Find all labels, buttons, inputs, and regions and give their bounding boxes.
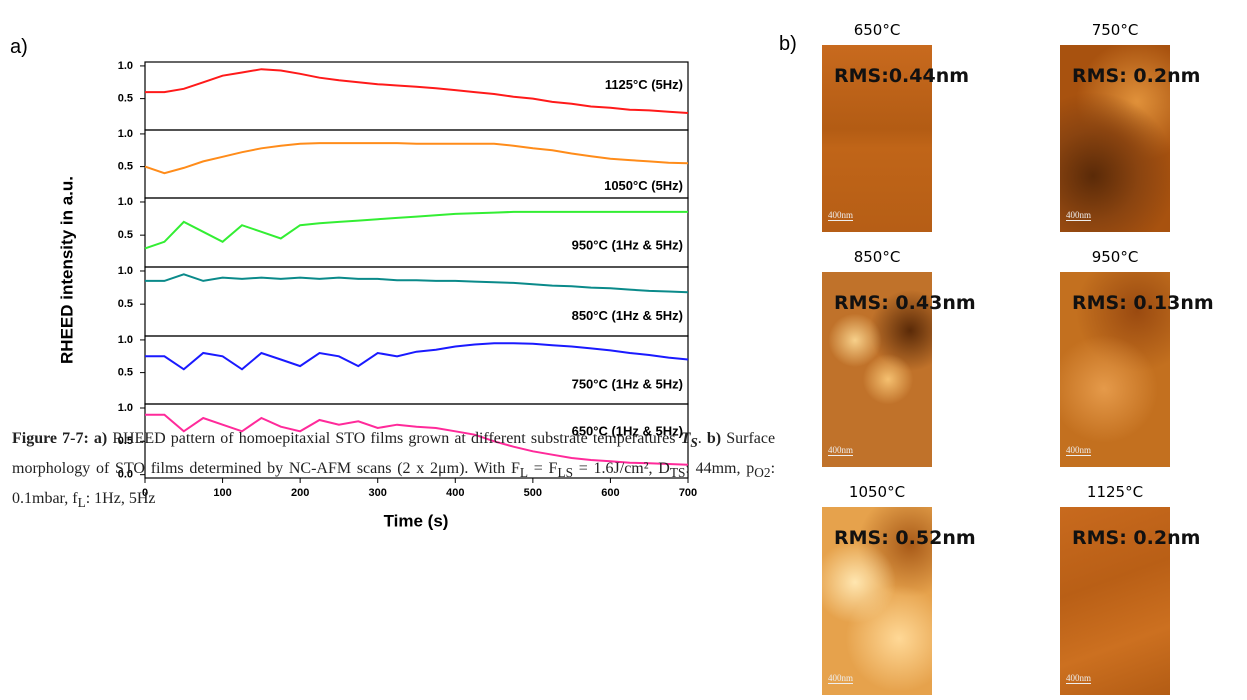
- panel-frame: [144, 335, 689, 405]
- caption-text: : 0.1mbar, f: [12, 460, 776, 508]
- temperature-label: 750°C: [1091, 21, 1139, 39]
- x-tick-label: 200: [291, 487, 309, 499]
- temperature-label: 1125°C: [1086, 483, 1144, 501]
- y-tick-label: 0.5: [118, 161, 133, 173]
- temperature-label: 650°C: [853, 21, 901, 39]
- scale-bar: 400nm: [1066, 210, 1092, 221]
- y-tick-label: 0.0: [118, 469, 133, 481]
- x-tick-label: 500: [524, 487, 542, 499]
- y-tick-label: 0.5: [118, 229, 133, 241]
- caption-text: Surface morphology of STO films determin…: [12, 430, 776, 478]
- x-tick-label: 300: [369, 487, 387, 499]
- annotation: 750°C (1Hz & 5Hz): [572, 376, 683, 391]
- temperature-label: 950°C: [1091, 248, 1139, 266]
- y-tick-label: 1.0: [118, 402, 133, 414]
- caption-text: b): [706, 430, 722, 447]
- y-tick-label: 0.5: [118, 93, 133, 105]
- x-tick-label: 600: [601, 487, 619, 499]
- annotation: 950°C (1Hz & 5Hz): [572, 238, 683, 253]
- panel-frame: [144, 197, 689, 268]
- y-tick-label: 1.0: [118, 196, 133, 208]
- data-line: [145, 273, 689, 294]
- chart: RHEED intensity in a.u. Time (s) 0.5 1.0 1…: [57, 60, 697, 531]
- caption-text: = 1.6J/cm², D: [578, 460, 670, 478]
- caption-text: RHEED pattern of homoepitaxial STO films…: [112, 430, 676, 447]
- y-tick-label: 0.5: [118, 435, 133, 447]
- scale-bar: 400nm: [1066, 445, 1092, 456]
- y-tick-label: 0.5: [118, 367, 133, 379]
- annotation: 1050°C (5Hz): [604, 178, 683, 193]
- temperature-label: 850°C: [853, 248, 901, 266]
- rms-label: RMS: 0.13nm: [1072, 292, 1214, 314]
- panel-frame: [144, 61, 689, 131]
- afm-image: [822, 272, 932, 467]
- y-tick-label: 1.0: [118, 128, 133, 140]
- afm-image: [822, 45, 932, 232]
- x-tick-label: 400: [446, 487, 464, 499]
- panel-label: a): [10, 36, 28, 58]
- afm-cell: 1050°C RMS: 0.52nm 400nm: [822, 483, 976, 695]
- afm-image: [1060, 272, 1170, 467]
- panel-label: b): [779, 33, 797, 55]
- x-tick-label: 700: [679, 487, 697, 499]
- afm-cell: 750°C RMS: 0.2nm 400nm: [1060, 21, 1200, 232]
- rms-label: RMS: 0.2nm: [1072, 527, 1201, 549]
- annotation: 850°C (1Hz & 5Hz): [572, 308, 683, 323]
- caption-text: S: [690, 435, 698, 451]
- caption-text: Figure 7-7: a): [12, 430, 108, 447]
- y-tick-label: 1.0: [118, 265, 133, 277]
- afm-image: [822, 507, 932, 695]
- caption-text: T: [680, 430, 691, 447]
- annotation: 650°C (1Hz & 5Hz): [572, 424, 683, 439]
- caption-text: : 44mm, p: [685, 460, 755, 478]
- rms-label: RMS: 0.43nm: [834, 292, 976, 314]
- afm-cell: 650°C RMS:0.44nm 400nm: [822, 21, 969, 232]
- scale-bar: 400nm: [828, 445, 854, 456]
- caption-text: = F: [533, 460, 558, 478]
- afm-image: [1060, 507, 1170, 695]
- y-tick-label: 1.0: [118, 60, 133, 72]
- rms-label: RMS: 0.2nm: [1072, 65, 1201, 87]
- caption-text: LS: [557, 465, 574, 481]
- y-axis-label: RHEED intensity in a.u.: [57, 176, 76, 364]
- x-axis-label: Time (s): [384, 511, 449, 530]
- caption: Figure 7-7: a) RHEED pattern of homoepit…: [12, 426, 775, 517]
- caption-text: : 1Hz, 5Hz: [85, 490, 156, 508]
- caption-text: L: [77, 495, 86, 511]
- afm-cell: 950°C RMS: 0.13nm 400nm: [1060, 248, 1214, 467]
- afm-cell: 1125°C RMS: 0.2nm 400nm: [1060, 483, 1200, 695]
- x-tick-label: 100: [213, 487, 231, 499]
- caption-text: TS: [669, 465, 686, 481]
- afm-image: [1060, 45, 1170, 232]
- rms-label: RMS: 0.52nm: [834, 527, 976, 549]
- scale-bar: 400nm: [828, 673, 854, 684]
- scale-bar: 400nm: [828, 210, 854, 221]
- y-tick-label: 1.0: [118, 334, 133, 346]
- data-line: [145, 413, 689, 466]
- caption-text: O2: [754, 465, 771, 481]
- data-line: [144, 142, 689, 175]
- annotation: 1125°C (5Hz): [605, 77, 683, 92]
- temperature-label: 1050°C: [848, 483, 906, 501]
- data-line: [145, 342, 689, 371]
- x-tick-label: 0: [142, 487, 148, 499]
- caption-text: L: [519, 465, 529, 481]
- data-line: [145, 68, 689, 114]
- caption-text: .: [697, 430, 702, 447]
- afm-cell: 850°C RMS: 0.43nm 400nm: [822, 248, 976, 467]
- scale-bar: 400nm: [1066, 673, 1092, 684]
- rms-label: RMS:0.44nm: [834, 65, 970, 87]
- data-line: [144, 210, 688, 250]
- y-tick-label: 0.5: [118, 298, 133, 310]
